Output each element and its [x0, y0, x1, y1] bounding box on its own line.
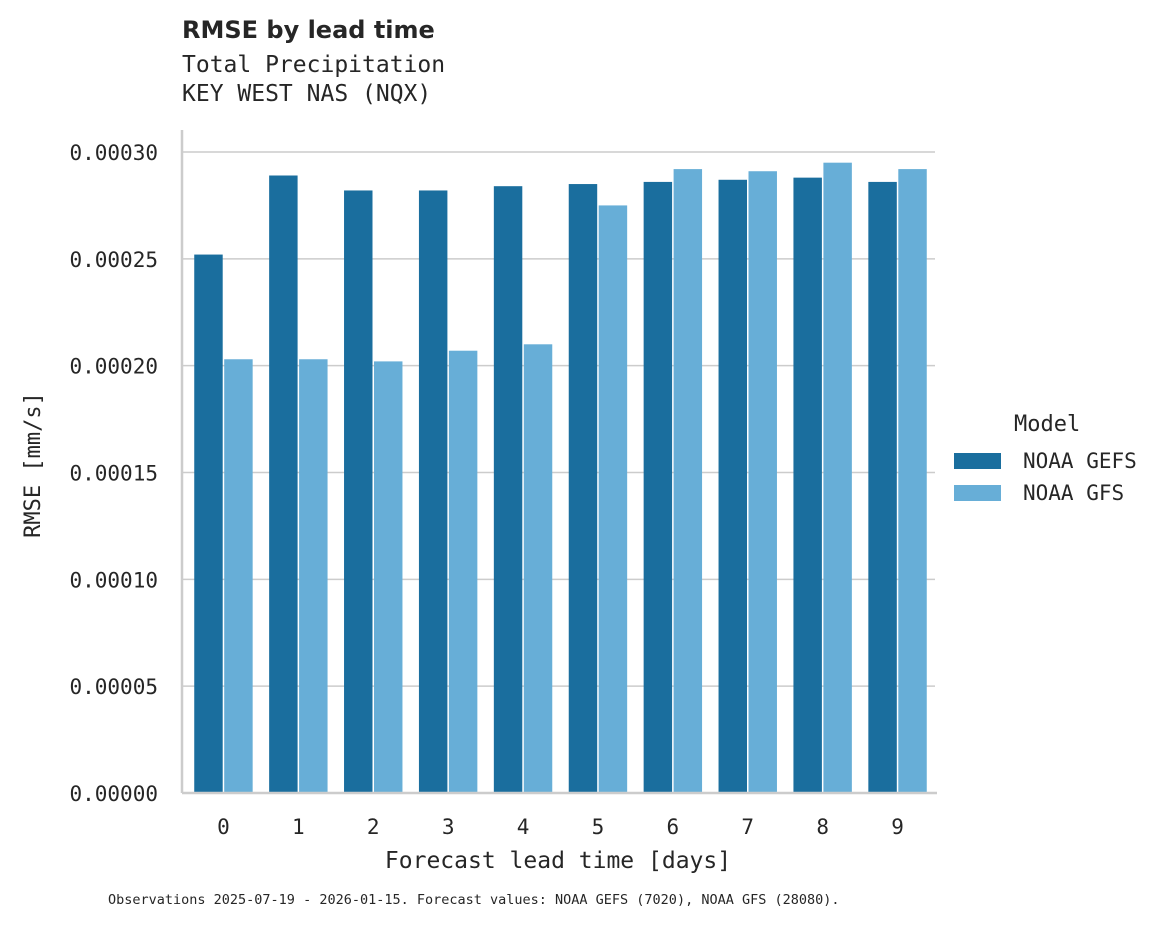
y-axis-label: RMSE [mm/s]	[21, 392, 46, 538]
x-tick-label: 9	[891, 815, 904, 839]
chart-subtitle-station: KEY WEST NAS (NQX)	[182, 81, 432, 107]
legend-item-gefs: NOAA GEFS	[954, 445, 1137, 477]
legend-title: Model	[1014, 412, 1081, 437]
x-axis-label: Forecast lead time [days]	[385, 848, 731, 874]
x-tick-label: 7	[741, 815, 754, 839]
x-tick-label: 1	[292, 815, 305, 839]
bar-gefs	[344, 190, 373, 793]
x-tick-label: 5	[592, 815, 605, 839]
bar-gefs	[493, 186, 523, 794]
x-tick-label: 0	[217, 815, 230, 839]
legend-item-gfs: NOAA GFS	[954, 477, 1137, 509]
legend-label-gfs: NOAA GFS	[1023, 481, 1125, 505]
x-tick-label: 2	[367, 815, 380, 839]
legend-swatch-gfs	[954, 485, 1001, 501]
bar-gfs	[598, 205, 628, 793]
chart-subtitle-variable: Total Precipitation	[182, 52, 446, 78]
y-tick-label: 0.00015	[69, 462, 158, 486]
bar-gfs	[448, 350, 478, 793]
bar-gfs	[898, 169, 927, 794]
bar-gefs	[269, 175, 298, 794]
bar-gefs	[194, 254, 223, 793]
y-tick-label: 0.00000	[69, 782, 158, 806]
legend: Model NOAA GEFS NOAA GFS	[954, 412, 1137, 509]
x-tick-label: 6	[667, 815, 680, 839]
bar-gfs	[823, 162, 852, 793]
bar-gefs	[718, 179, 747, 793]
legend-swatch-gefs	[954, 453, 1001, 469]
legend-label-gefs: NOAA GEFS	[1023, 449, 1137, 473]
bar-gfs	[224, 359, 253, 793]
x-tick-label: 4	[517, 815, 530, 839]
bar-gefs	[568, 184, 598, 794]
bar-gfs	[374, 361, 403, 793]
bar-gfs	[523, 344, 553, 793]
y-tick-label: 0.00020	[69, 355, 158, 379]
bar-gefs	[793, 177, 822, 793]
footer-note: Observations 2025-07-19 - 2026-01-15. Fo…	[108, 892, 840, 908]
bar-gefs	[868, 181, 897, 793]
x-tick-label: 8	[816, 815, 829, 839]
bar-gfs	[673, 169, 703, 794]
y-tick-label: 0.00010	[69, 568, 158, 592]
bar-gfs	[299, 359, 328, 793]
bar-gfs	[748, 171, 777, 794]
y-tick-label: 0.00005	[69, 675, 158, 699]
x-tick-label: 3	[442, 815, 455, 839]
bar-gefs	[418, 190, 448, 793]
chart-title: RMSE by lead time	[182, 16, 435, 44]
y-tick-label: 0.00030	[69, 141, 158, 165]
y-tick-label: 0.00025	[69, 248, 158, 272]
bar-gefs	[643, 181, 673, 793]
